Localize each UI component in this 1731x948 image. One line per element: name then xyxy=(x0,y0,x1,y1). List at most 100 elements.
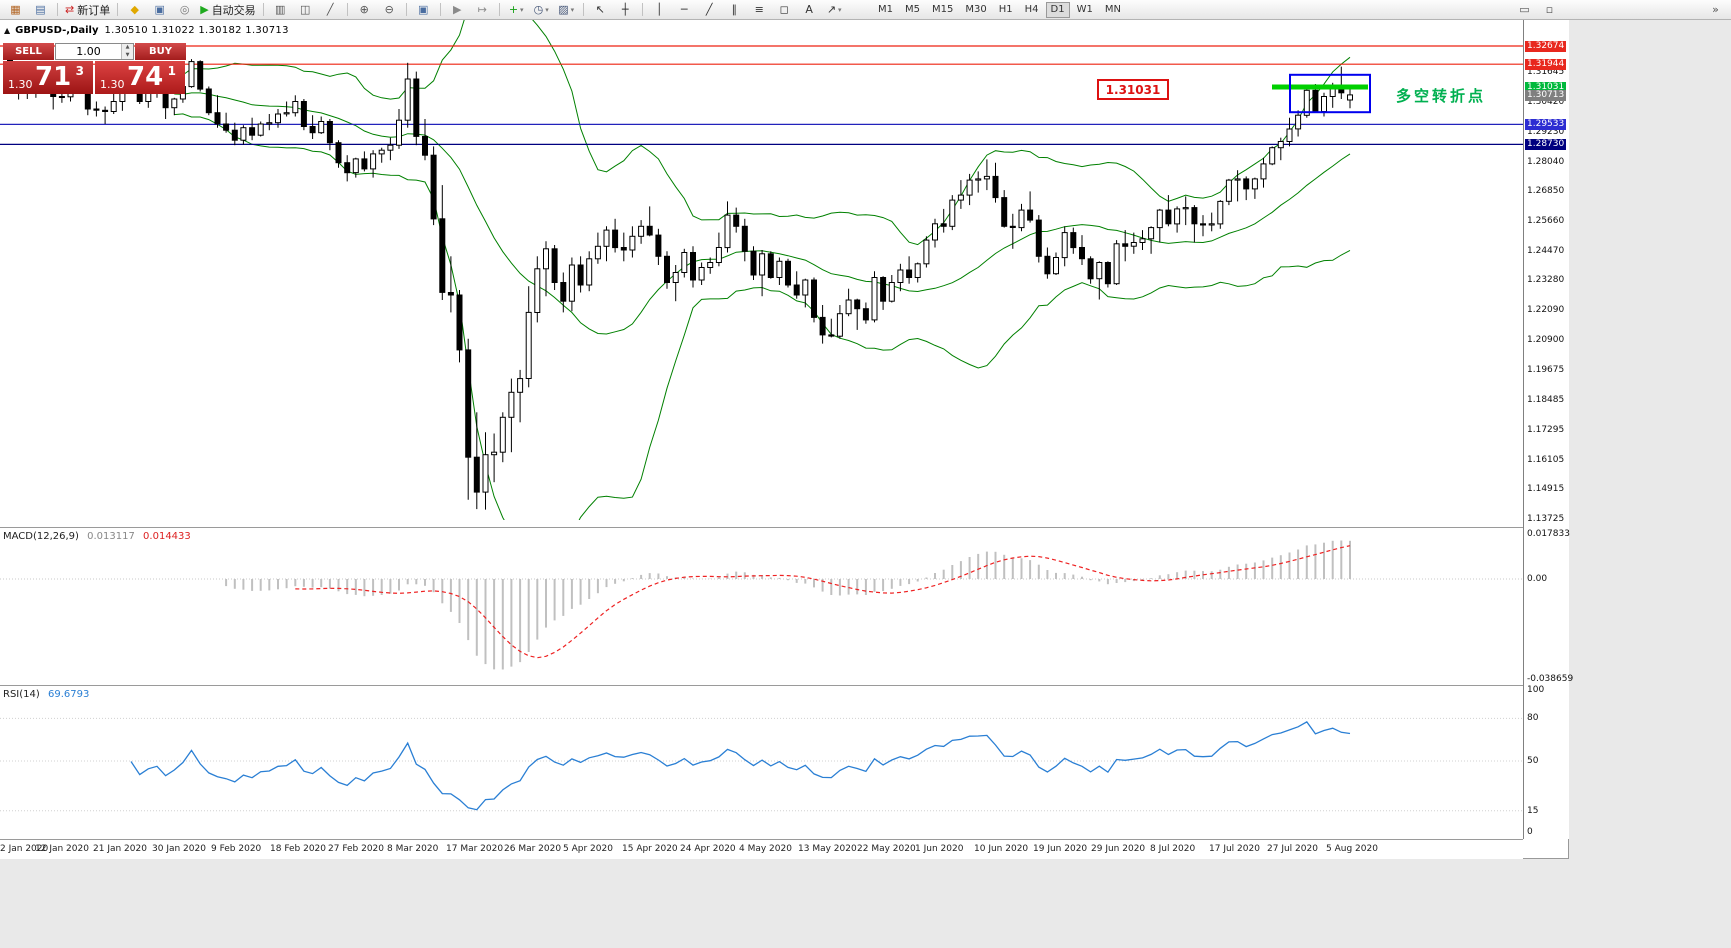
periods-icon-caret[interactable]: ▾ xyxy=(545,5,549,14)
templates-icon-caret[interactable]: ▾ xyxy=(570,5,575,14)
rsi-panel-chart[interactable] xyxy=(0,686,1523,838)
volume-decrease-button[interactable]: ▼ xyxy=(122,51,133,59)
price-tick: 1.18485 xyxy=(1527,395,1565,406)
search-icon[interactable]: ◎ xyxy=(172,0,197,19)
line-chart-mode-icon[interactable]: ╱ xyxy=(318,0,343,19)
sell-button[interactable]: SELL xyxy=(3,43,54,60)
new-order-button[interactable]: ⇄ 新订单 xyxy=(62,0,113,19)
timeframe-m5-button[interactable]: M5 xyxy=(905,3,920,15)
arrow-tools-icon[interactable]: ↗ ▾ xyxy=(822,0,847,19)
indicators-icon: + xyxy=(508,3,519,16)
macd-axis-label: -0.038659 xyxy=(1527,674,1574,684)
new-chart-icon: ▦ xyxy=(10,3,21,16)
new-chart-icon[interactable]: ▦ xyxy=(3,0,28,19)
date-label: 18 Feb 2020 xyxy=(270,844,327,854)
zoom-in-icon[interactable]: ⊕ xyxy=(352,0,377,19)
date-label: 30 Jan 2020 xyxy=(152,844,206,854)
timeframe-w1-button[interactable]: W1 xyxy=(1076,3,1093,15)
timeframe-h1-button[interactable]: H1 xyxy=(998,3,1013,15)
rsi-axis-label: 15 xyxy=(1527,805,1539,816)
date-label: 8 Mar 2020 xyxy=(387,844,439,854)
channel-icon[interactable]: ∥ xyxy=(722,0,747,19)
panel-separator[interactable] xyxy=(0,685,1568,686)
candlestick-mode-icon[interactable]: ◫ xyxy=(293,0,318,19)
panel-separator[interactable] xyxy=(0,527,1568,528)
price-axis[interactable]: 1.31645 1.30420 1.29230 1.28040 1.26850 1.256… xyxy=(1523,19,1573,839)
date-label: 21 Jan 2020 xyxy=(93,844,147,854)
timeframe-m1-button[interactable]: M1 xyxy=(878,3,893,15)
periods-icon: ◷ xyxy=(533,3,544,16)
timeframe-h4-button[interactable]: H4 xyxy=(1024,3,1039,15)
metaeditor-icon[interactable]: ◆ xyxy=(122,0,147,19)
chart-shift-icon[interactable]: ↦ xyxy=(470,0,495,19)
periods-icon[interactable]: ◷ ▾ xyxy=(529,0,554,19)
autotrading-button[interactable]: ▶ 自动交易 xyxy=(197,0,258,19)
zoom-out-icon[interactable]: ⊖ xyxy=(377,0,402,19)
volume-value[interactable]: 1.00 xyxy=(76,45,101,58)
text-icon[interactable]: A xyxy=(797,0,822,19)
zoom-in-icon: ⊕ xyxy=(359,3,369,16)
price-tick: 1.20900 xyxy=(1527,334,1565,345)
volume-increase-button[interactable]: ▲ xyxy=(122,44,133,52)
volume-input[interactable]: 1.00 ▲ ▼ xyxy=(55,43,134,60)
price-marker: 1.32674 xyxy=(1525,41,1567,52)
vertical-line-icon[interactable]: │ xyxy=(647,0,672,19)
auto-scroll-icon[interactable]: ▶ xyxy=(445,0,470,19)
price-tick: 1.31645 xyxy=(1527,66,1565,77)
macd-axis-label: 0.00 xyxy=(1527,573,1548,584)
bollinger-upper-band xyxy=(174,19,1351,246)
macd-panel-chart[interactable] xyxy=(0,528,1523,684)
highlight-rectangle[interactable] xyxy=(1289,73,1371,114)
indicators-icon[interactable]: + ▾ xyxy=(504,0,529,19)
price-tick: 1.17295 xyxy=(1527,424,1565,435)
zoom-out-icon: ⊖ xyxy=(384,3,394,16)
timeframe-m15-button[interactable]: M15 xyxy=(932,3,954,15)
ask-price-display[interactable]: 1.30 74 1 xyxy=(95,61,185,94)
mailbox-icon[interactable]: ▣ xyxy=(147,0,172,19)
profiles-icon[interactable]: ▤ xyxy=(28,0,53,19)
timeframe-d1-button[interactable]: D1 xyxy=(1045,1,1070,18)
palette-icon[interactable]: ▫ xyxy=(1545,3,1554,16)
time-axis[interactable]: 2 Jan 2020 12 Jan 2020 21 Jan 2020 30 Jan 2… xyxy=(0,839,1523,859)
date-label: 17 Mar 2020 xyxy=(446,844,504,854)
macd-main-value: 0.013117 xyxy=(87,531,135,542)
toolbar-separator xyxy=(439,3,441,16)
date-label: 27 Feb 2020 xyxy=(328,844,385,854)
ask-price-main: 74 xyxy=(127,62,164,92)
price-marker: 1.30713 xyxy=(1525,89,1567,101)
buy-button[interactable]: BUY xyxy=(135,43,186,60)
price-tick: 1.16105 xyxy=(1527,454,1565,465)
toolbar-overflow-icon[interactable]: » xyxy=(1712,3,1719,16)
shapes-icon[interactable]: ◻ xyxy=(772,0,797,19)
macd-axis-label: 0.017833 xyxy=(1527,529,1570,539)
bid-price-prefix: 1.30 xyxy=(8,78,33,91)
one-click-toggle-icon[interactable]: ▲ xyxy=(4,26,11,35)
indicators-icon-caret[interactable]: ▾ xyxy=(520,5,524,14)
price-callout-label[interactable]: 1.31031 xyxy=(1097,79,1169,100)
timeframe-m30-button[interactable]: M30 xyxy=(965,3,987,15)
tile-windows-icon: ▣ xyxy=(417,3,429,16)
arrow-tools-icon: ↗ xyxy=(826,3,837,16)
templates-icon[interactable]: ▨ ▾ xyxy=(554,0,579,19)
arrow-tools-icon-caret[interactable]: ▾ xyxy=(838,5,842,14)
date-label: 10 Jun 2020 xyxy=(974,844,1029,854)
price-tick: 1.14915 xyxy=(1527,484,1565,495)
crosshair-icon[interactable]: ┼ xyxy=(613,0,638,19)
bar-chart-mode-icon[interactable]: ▥ xyxy=(268,0,293,19)
main-chart[interactable] xyxy=(0,19,1523,520)
price-tick: 1.28040 xyxy=(1527,156,1565,167)
bid-price-display[interactable]: 1.30 71 3 xyxy=(3,61,93,94)
fibonacci-icon[interactable]: ≡ xyxy=(747,0,772,19)
tile-windows-icon[interactable]: ▣ xyxy=(411,0,436,19)
trendline-icon[interactable]: ╱ xyxy=(697,0,722,19)
cursor-icon[interactable]: ↖ xyxy=(588,0,613,19)
date-label: 17 Jul 2020 xyxy=(1209,844,1260,854)
new-order-button: ⇄ xyxy=(65,3,75,16)
horizontal-line-icon[interactable]: ─ xyxy=(672,0,697,19)
date-label: 1 Jun 2020 xyxy=(915,844,964,854)
profiles-icon: ▤ xyxy=(35,3,46,16)
chart-window-icon[interactable]: ▭ xyxy=(1519,3,1530,16)
turning-point-annotation[interactable]: 多空转折点 xyxy=(1396,87,1487,105)
price-marker: 1.28730 xyxy=(1525,139,1567,151)
timeframe-mn-button[interactable]: MN xyxy=(1104,3,1121,15)
